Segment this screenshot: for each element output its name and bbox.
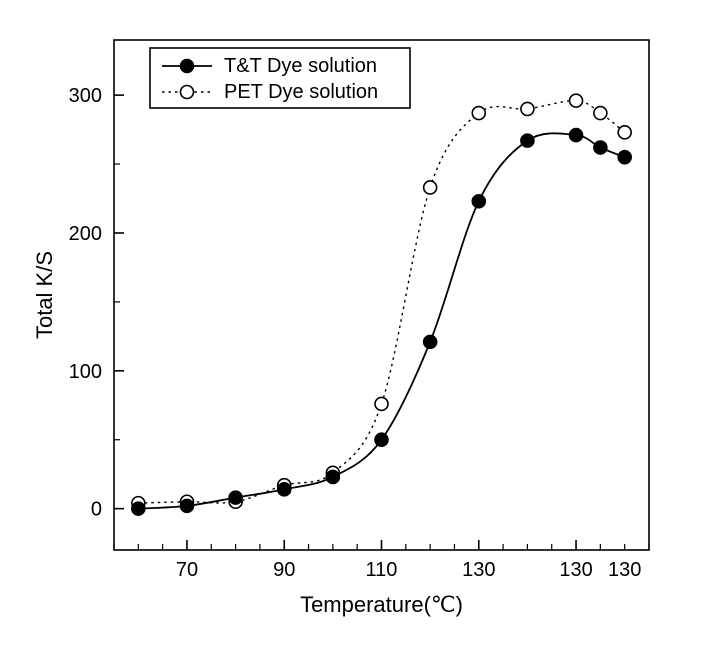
series-marker-tt <box>521 134 534 147</box>
x-tick-label: 130 <box>559 559 592 581</box>
legend-marker <box>181 86 194 99</box>
plot-frame <box>114 40 649 550</box>
series-marker-pet <box>570 94 583 107</box>
y-axis-label: Total K/S <box>32 251 57 339</box>
x-tick-label: 70 <box>176 559 198 581</box>
series-marker-pet <box>375 397 388 410</box>
series-marker-tt <box>594 141 607 154</box>
series-marker-tt <box>472 195 485 208</box>
series-marker-pet <box>594 107 607 120</box>
legend-label: PET Dye solution <box>224 81 378 103</box>
series-marker-tt <box>180 499 193 512</box>
y-tick-label: 100 <box>69 361 102 383</box>
series-marker-pet <box>472 107 485 120</box>
series-marker-tt <box>278 483 291 496</box>
series-marker-tt <box>229 491 242 504</box>
x-tick-label: 90 <box>273 559 295 581</box>
x-tick-label: 130 <box>608 559 641 581</box>
series-marker-pet <box>424 181 437 194</box>
y-tick-label: 200 <box>69 223 102 245</box>
legend-label: T&T Dye solution <box>224 55 377 77</box>
series-marker-tt <box>326 470 339 483</box>
chart-svg: 70 90 110 130 130 130 Temperature(℃) 0 100 200 300… <box>0 0 707 671</box>
x-axis-label: Temperature(℃) <box>300 592 463 617</box>
chart-container: 70 90 110 130 130 130 Temperature(℃) 0 100 200 300… <box>0 0 707 671</box>
series-marker-tt <box>570 129 583 142</box>
series-marker-tt <box>618 151 631 164</box>
series-marker-pet <box>521 102 534 115</box>
series-marker-tt <box>132 502 145 515</box>
series-line-tt <box>138 133 624 508</box>
series-marker-tt <box>375 433 388 446</box>
y-tick-label: 0 <box>91 499 102 521</box>
x-tick-label: 130 <box>462 559 495 581</box>
y-tick-label: 300 <box>69 85 102 107</box>
series-marker-pet <box>618 126 631 139</box>
x-tick-label: 110 <box>366 559 398 581</box>
series-marker-tt <box>424 335 437 348</box>
legend-marker <box>181 60 194 73</box>
